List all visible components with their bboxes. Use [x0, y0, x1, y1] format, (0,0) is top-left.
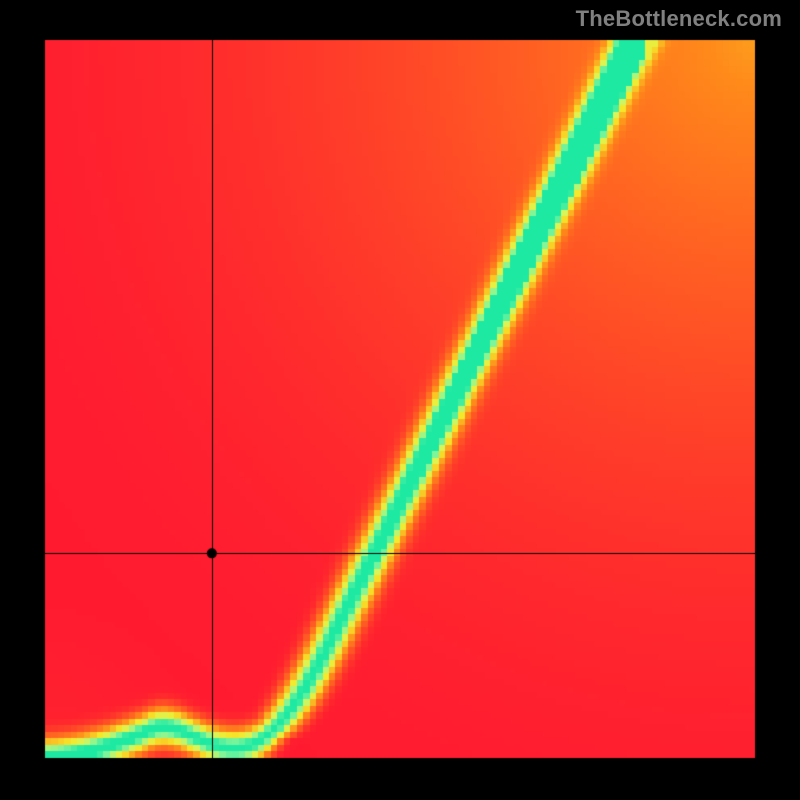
chart-container: TheBottleneck.com: [0, 0, 800, 800]
bottleneck-heatmap: [0, 0, 800, 800]
watermark-text: TheBottleneck.com: [576, 6, 782, 32]
